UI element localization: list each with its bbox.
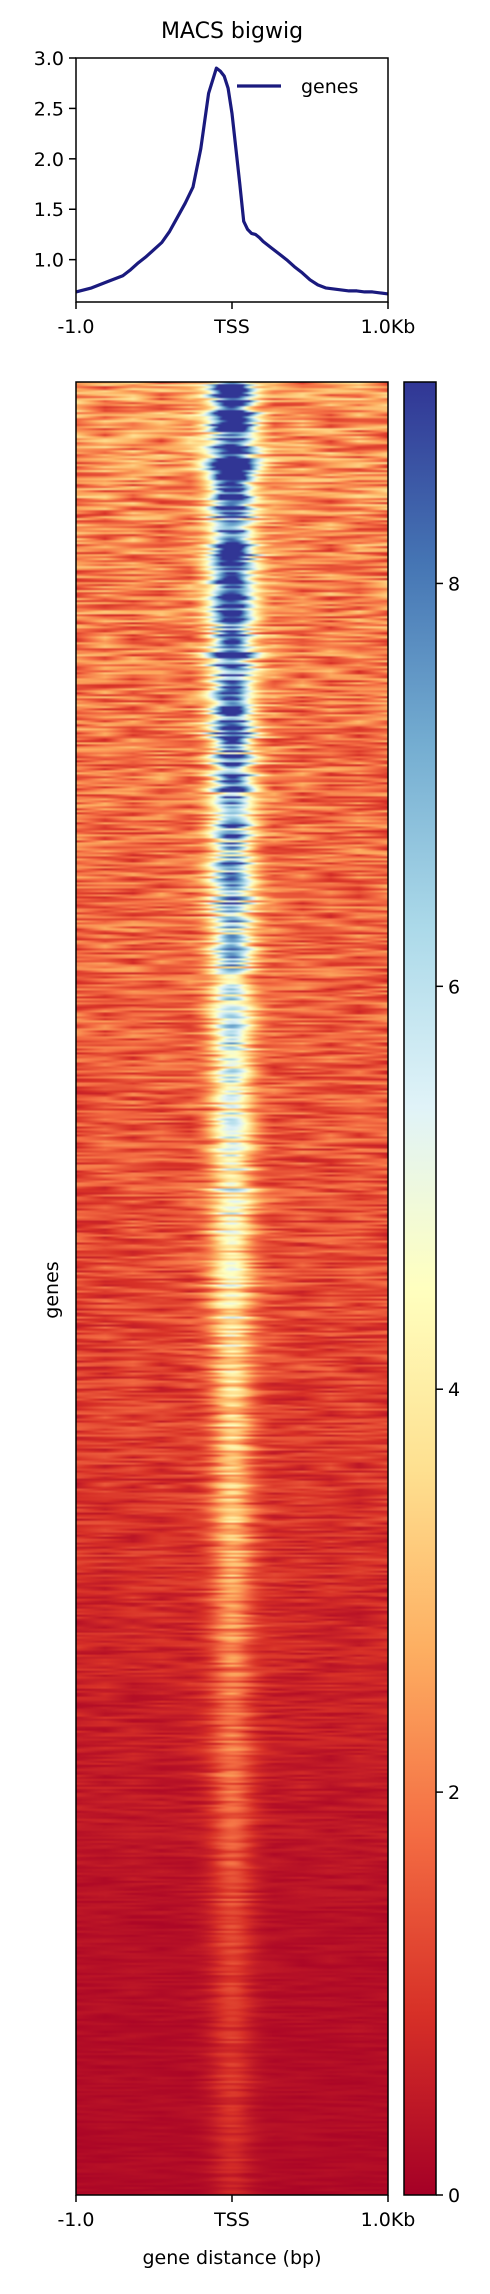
profile-x-tick-label: -1.0 (57, 316, 94, 338)
profile-title: MACS bigwig (161, 19, 303, 44)
heatmap-x-label: gene distance (bp) (142, 2247, 321, 2269)
profile-y-tick-label: 2.0 (34, 149, 64, 171)
profile-y-tick-label: 1.5 (34, 199, 64, 221)
colorbar-frame (403, 381, 437, 2196)
colorbar-tick-label: 2 (448, 1782, 460, 1804)
profile-legend: genes (237, 76, 358, 98)
profile-y-tick-label: 2.5 (34, 98, 64, 120)
heatmap-x-tick-label: -1.0 (57, 2209, 94, 2231)
profile-series-line (75, 66, 389, 296)
colorbar-tick-label: 8 (448, 573, 460, 595)
colorbar-axis: 0 2 4 6 8 (436, 573, 460, 2207)
colorbar-tick-label: 6 (448, 976, 460, 998)
profile-x-tick-label: 1.0Kb (361, 316, 416, 338)
heatmap-x-tick-label: TSS (213, 2209, 250, 2231)
colorbar-fill (404, 382, 436, 2195)
profile-y-axis: 1.0 1.5 2.0 2.5 3.0 (34, 48, 76, 272)
colorbar: 0 2 4 6 8 (403, 381, 460, 2207)
heatmap-plot: -1.0 TSS 1.0Kb gene distance (bp) genes (41, 381, 415, 2269)
colorbar-tick-label: 4 (448, 1379, 460, 1401)
heatmap-image (76, 382, 388, 2195)
legend-label: genes (301, 76, 358, 98)
profile-x-axis: -1.0 TSS 1.0Kb (57, 302, 415, 338)
heatmap-y-label: genes (41, 1261, 63, 1318)
profile-plot: MACS bigwig 1.0 1.5 2.0 2.5 3.0 -1.0 TSS 1.0Kb… (34, 19, 416, 338)
colorbar-tick-label: 0 (448, 2185, 460, 2207)
profile-y-tick-label: 1.0 (34, 250, 64, 272)
heatmap-x-axis: -1.0 TSS 1.0Kb (57, 2195, 415, 2231)
profile-x-tick-label: TSS (213, 316, 250, 338)
heatmap-x-tick-label: 1.0Kb (361, 2209, 416, 2231)
profile-y-tick-label: 3.0 (34, 48, 64, 70)
profile-frame (75, 57, 389, 303)
